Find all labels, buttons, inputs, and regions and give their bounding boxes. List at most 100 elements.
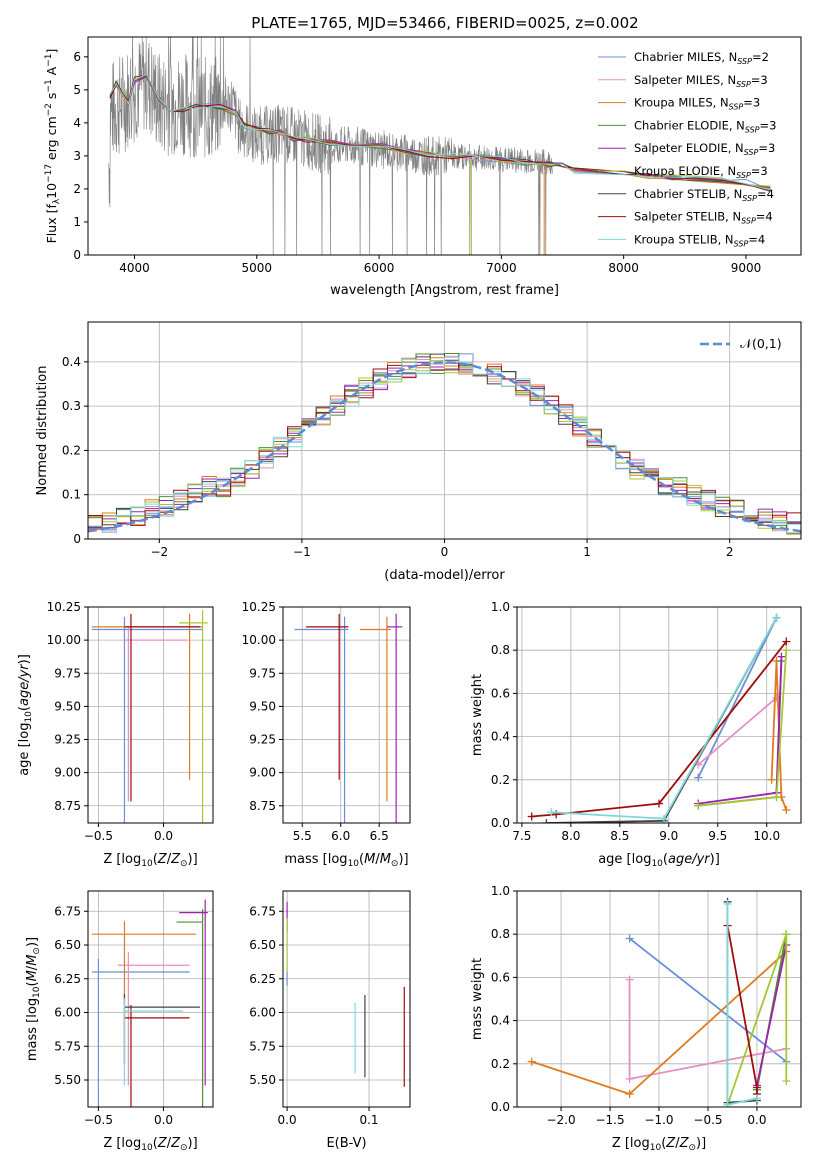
x-tick-label: −0.5 <box>84 1113 113 1127</box>
label-part: Z <box>170 1136 181 1151</box>
label-part: SSP <box>737 57 752 66</box>
x-tick-label: 6000 <box>364 261 395 275</box>
axes-frame <box>87 321 802 540</box>
x-axis-label: Z [log10(Z/Z⊙)] <box>612 1136 706 1153</box>
weight-line-4 <box>756 944 788 1086</box>
label-part: Z <box>170 852 181 867</box>
x-tick-label: 0.0 <box>154 1113 173 1127</box>
label-part: SSP <box>736 171 751 180</box>
label-part: ⊙ <box>688 1143 696 1153</box>
label-part: ( <box>17 706 32 711</box>
label-part: 10 <box>651 859 663 869</box>
label-part: ( <box>663 852 668 867</box>
y-tick-label: 0.8 <box>491 643 510 657</box>
label-part: ( <box>25 981 40 986</box>
y-tick-label: 0.6 <box>491 686 510 700</box>
label-part: Z [log <box>612 1136 650 1151</box>
axes-frame <box>87 606 214 824</box>
label-part: Kroupa ELODIE, N <box>634 164 736 178</box>
weight-line-0 <box>697 617 778 778</box>
label-part: =4 <box>756 210 773 224</box>
label-part: M <box>25 955 40 966</box>
y-axis-label: Normed distribution <box>35 366 50 496</box>
y-tick-label: 0 <box>73 532 81 546</box>
legend-entry: Salpeter STELIB, NSSP=4 <box>634 210 773 226</box>
x-tick-label: 0.0 <box>747 1113 766 1127</box>
spectrum-data-line <box>108 37 553 255</box>
label-part: SSP <box>742 194 757 203</box>
y-tick-label: 9.00 <box>249 766 276 780</box>
label-part: 10 <box>24 711 34 723</box>
y-tick-label: 6.50 <box>249 938 276 952</box>
plot-area <box>286 901 405 1087</box>
y-tick-label: 0.2 <box>491 1057 510 1071</box>
x-tick-label: 8000 <box>608 261 639 275</box>
label-part: age/yr <box>17 663 32 706</box>
label-part: age [log <box>17 723 32 776</box>
y-axis-label: mass weight <box>470 674 485 756</box>
label-part: ( <box>153 1136 158 1151</box>
weight-line-8 <box>551 617 778 820</box>
label-part: =3 <box>743 96 760 110</box>
axes-frame <box>87 890 214 1108</box>
page-title: PLATE=1765, MJD=53466, FIBERID=0025, z=0… <box>251 14 638 32</box>
x-tick-label: 10.0 <box>753 829 780 843</box>
label-part: λ <box>52 198 62 204</box>
weight-line-7 <box>531 641 788 818</box>
weight-line-7 <box>726 925 758 1094</box>
y-tick-label: 6.25 <box>54 972 81 986</box>
x-tick-label: −1.5 <box>595 1113 624 1127</box>
y-axis-label: age [log10(age/yr)] <box>17 654 34 776</box>
x-axis-label: mass [log10(M/M⊙)] <box>284 852 408 869</box>
label-part: age/yr <box>668 852 711 867</box>
y-tick-label: 9.25 <box>54 733 81 747</box>
label-part: SSP <box>729 103 744 112</box>
label-part: Z <box>157 1136 168 1151</box>
y-tick-label: 10.25 <box>242 600 276 614</box>
y-tick-label: 9.75 <box>54 666 81 680</box>
y-tick-label: 6.75 <box>249 904 276 918</box>
residual-histogram-8 <box>88 356 801 532</box>
y-tick-label: 9.00 <box>54 766 81 780</box>
label-part: Z <box>679 1136 690 1151</box>
y-tick-label: 0.4 <box>491 730 510 744</box>
label-part: / <box>375 852 380 867</box>
y-tick-label: 10.25 <box>47 600 81 614</box>
label-part: mass [log <box>284 852 347 867</box>
y-tick-label: 5 <box>73 83 81 97</box>
x-tick-label: 9000 <box>731 261 762 275</box>
x-tick-label: 5000 <box>241 261 272 275</box>
label-part: ⊙ <box>180 859 188 869</box>
residual-histogram-5 <box>88 360 801 535</box>
y-tick-label: 5.75 <box>249 1039 276 1053</box>
label-part: 10 <box>141 859 153 869</box>
y-tick-label: 9.25 <box>249 733 276 747</box>
x-tick-label: 6.0 <box>331 829 350 843</box>
label-part: Z <box>665 1136 676 1151</box>
label-part: M <box>364 852 375 867</box>
x-tick-label: −2.0 <box>546 1113 575 1127</box>
panel-z-age: −0.5 0.0 8.75 9.00 9.25 9.50 9.75 10.00 10.25 Z [… <box>17 600 214 869</box>
label-part: SSP <box>745 125 760 134</box>
x-tick-label: 0.1 <box>359 1113 378 1127</box>
legend-entry: Kroupa ELODIE, NSSP=3 <box>634 164 768 180</box>
plot-area <box>91 899 208 1107</box>
label-part: Salpeter MILES, N <box>634 73 736 87</box>
label-part: 10 <box>141 1143 153 1153</box>
x-tick-label: −0.5 <box>693 1113 722 1127</box>
plot-area <box>527 613 791 823</box>
label-part: A <box>44 66 59 79</box>
label-part: Chabrier STELIB, N <box>634 187 742 201</box>
y-tick-label: 0.4 <box>491 1014 510 1028</box>
y-tick-label: 8.75 <box>54 799 81 813</box>
y-tick-label: 0.3 <box>62 399 81 413</box>
y-tick-label: 10.00 <box>242 633 276 647</box>
panel-residuals: −2 −1 0 1 2 0 0.1 0.2 0.3 0.4 (data-model)/error No… <box>35 321 802 583</box>
y-tick-label: 1.0 <box>491 600 510 614</box>
label-part: =2 <box>752 50 769 64</box>
label-part: SSP <box>734 239 749 248</box>
label-part: 10 <box>348 859 360 869</box>
y-tick-label: 6.00 <box>54 1006 81 1020</box>
label-part: / <box>167 852 172 867</box>
label-part: =4 <box>748 232 765 246</box>
